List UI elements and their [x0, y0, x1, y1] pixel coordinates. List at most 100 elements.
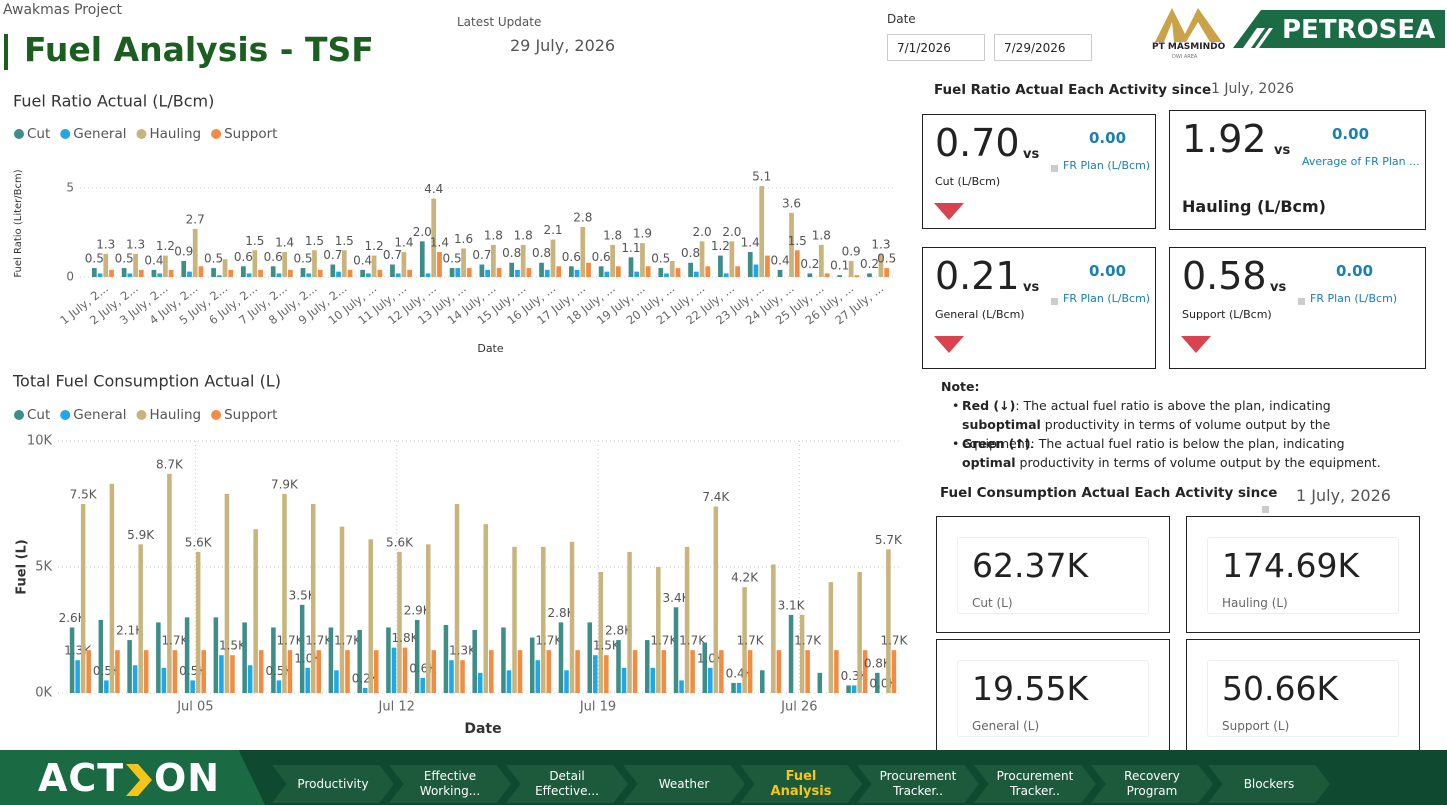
ratio-since: 1 July, 2026 [1211, 81, 1295, 97]
nav-tab[interactable]: Effective Working... [389, 765, 511, 803]
data-label: 0.8 [681, 246, 700, 260]
nav-tab[interactable]: Procurement Tracker.. [857, 765, 979, 803]
data-label: 0.4 [771, 253, 790, 267]
bar [252, 250, 258, 277]
data-label: 0.8K [864, 656, 892, 670]
bar [300, 268, 306, 277]
bar [483, 524, 489, 693]
nav-tab[interactable]: Procurement Tracker.. [974, 765, 1096, 803]
data-label: 0.7 [383, 248, 402, 262]
bar [133, 253, 138, 277]
data-label: 0.4 [353, 253, 372, 267]
bar [127, 273, 133, 277]
y-axis-title: Fuel Ratio (Liter/Bcm) [13, 169, 24, 277]
data-label: 2.0 [413, 225, 432, 239]
bar [634, 271, 640, 277]
bar [731, 682, 736, 693]
note-text: Green (↑): The actual fuel ratio is belo… [962, 436, 1381, 470]
note-item: • Green (↑): The actual fuel ratio is bel… [952, 434, 1402, 472]
bar [848, 260, 854, 277]
card-inner: 62.37K Cut (L) [957, 537, 1149, 614]
consumption-value: 50.66K [1222, 669, 1339, 708]
charts: Fuel Ratio Actual (L/Bcm) Cut General Hauli… [12, 92, 909, 738]
note-title: Note: [941, 379, 980, 394]
legend-marker [14, 410, 24, 420]
bar [97, 273, 103, 277]
bar [759, 186, 765, 277]
note-tail: productivity in terms of volume output b… [962, 417, 1331, 451]
data-label: 0.8 [532, 246, 551, 260]
bar [846, 685, 851, 693]
bar [669, 260, 675, 277]
data-label: 0.6 [592, 250, 611, 264]
bar [192, 228, 198, 277]
bar [506, 670, 512, 693]
consumption-label: Support (L) [1222, 719, 1290, 733]
data-label: 1.4 [275, 236, 294, 250]
x-tick-label: Jul 19 [579, 700, 616, 715]
legend-label: Hauling [149, 407, 201, 423]
bar [109, 483, 115, 693]
bar [132, 665, 138, 693]
bar [222, 259, 228, 277]
bar [443, 624, 449, 693]
date-from[interactable]: 7/1/2026 [887, 34, 985, 61]
data-label: 0.5 [651, 252, 670, 266]
data-label: 1.7K [737, 634, 765, 648]
bar [878, 253, 884, 277]
bar [546, 650, 552, 693]
bar [593, 655, 598, 693]
note-key: Red (↓) [962, 398, 1016, 413]
data-label: 1.5K [219, 639, 247, 653]
bar [650, 667, 656, 693]
date-to[interactable]: 7/29/2026 [994, 34, 1092, 61]
nav-tab[interactable]: Productivity [272, 765, 394, 803]
logo-chevron [126, 764, 152, 796]
data-label: 1.7K [334, 634, 362, 648]
bar [628, 257, 634, 277]
bar [851, 685, 857, 693]
data-label: 3.1K [778, 598, 806, 612]
data-label: 0.6 [234, 250, 253, 264]
data-label: 5.6K [185, 535, 213, 549]
bar [673, 607, 679, 693]
masmindo-name: PT MASMINDO [1152, 42, 1226, 52]
bar [742, 587, 747, 693]
data-label: 4.2K [731, 571, 759, 585]
plan-label: FR Plan (L/Bcm) [1063, 292, 1151, 305]
nav-tab[interactable]: Fuel Analysis [740, 765, 862, 803]
bar [598, 266, 604, 277]
legend-label: Cut [27, 407, 50, 423]
bar [661, 650, 667, 693]
x-tick-label: Jul 12 [378, 700, 415, 715]
bar [167, 473, 172, 693]
bar [574, 269, 580, 277]
title-bar [4, 34, 8, 70]
logo-right: ON [154, 756, 221, 800]
nav-tab[interactable]: Detail Effective... [506, 765, 628, 803]
consumption-value: 174.69K [1222, 546, 1360, 585]
bar [799, 614, 805, 693]
nav-tab[interactable]: Recovery Program [1091, 765, 1213, 803]
bar [312, 250, 317, 277]
bar [886, 549, 891, 693]
bullet: • [952, 398, 960, 413]
bar [104, 680, 109, 693]
nav-tab[interactable]: Weather [623, 765, 745, 803]
update-label: Latest Update [457, 15, 542, 29]
bar [228, 269, 234, 277]
data-label: 1.7K [277, 634, 305, 648]
nav-tab[interactable]: Blockers [1208, 765, 1330, 803]
data-label: 7.5K [70, 488, 98, 502]
data-label: 1.5K [593, 639, 621, 653]
bar [656, 567, 661, 693]
consumption-value: 62.37K [972, 546, 1089, 585]
data-label: 0.5 [115, 252, 134, 266]
x-axis-title: Date [464, 721, 501, 737]
bar [282, 252, 288, 277]
legend-marker [60, 129, 71, 139]
marker [1298, 298, 1305, 305]
y-tick-label: 0 [66, 270, 74, 284]
vs-label: vs [1023, 147, 1040, 162]
bar [640, 243, 645, 277]
